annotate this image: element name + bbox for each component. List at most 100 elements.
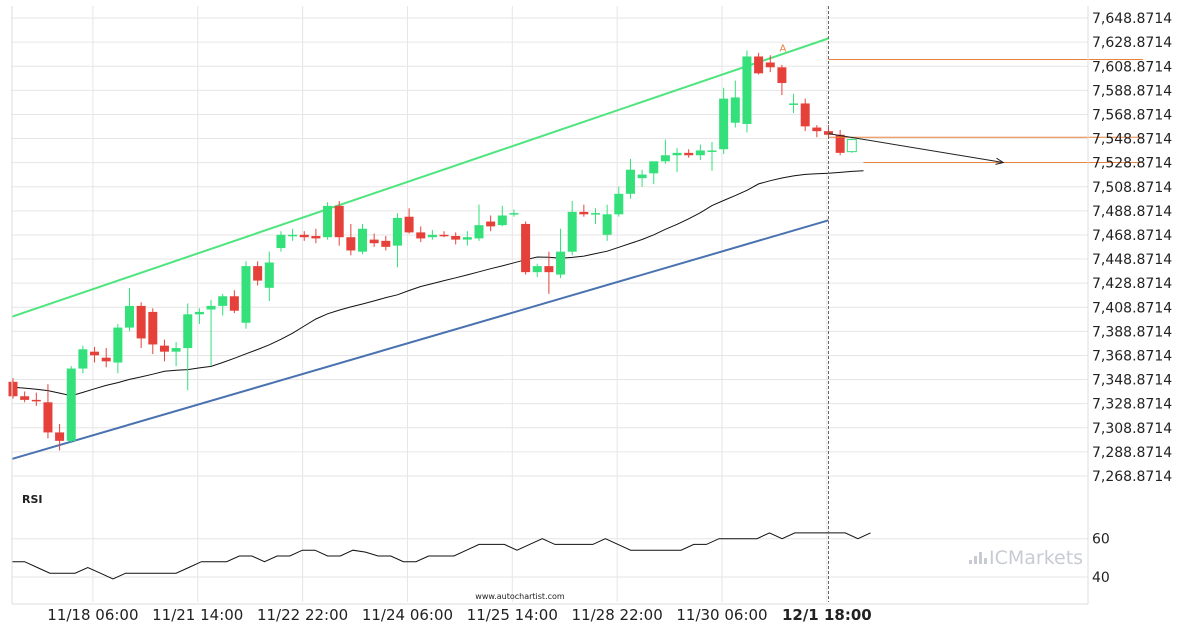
y-tick-label: 7,528.8714 bbox=[1092, 156, 1172, 172]
candle-body bbox=[719, 98, 729, 150]
candle-body bbox=[637, 174, 647, 179]
y-tick-label: 7,508.8714 bbox=[1092, 180, 1172, 196]
y-tick-label: 7,268.8714 bbox=[1092, 469, 1172, 485]
forecast-arrow-head bbox=[995, 157, 1005, 165]
candle-body bbox=[684, 152, 694, 156]
candle-body bbox=[730, 97, 740, 123]
candle-body bbox=[358, 228, 367, 252]
candle-body bbox=[218, 296, 228, 306]
y-tick-label: 7,408.8714 bbox=[1092, 300, 1172, 316]
rsi-panel: RSI 60 40 bbox=[12, 493, 1110, 586]
y-tick-label: 7,648.8714 bbox=[1092, 11, 1172, 27]
candle-body bbox=[800, 103, 810, 127]
y-tick-label: 7,308.8714 bbox=[1092, 421, 1172, 437]
candle-body bbox=[159, 345, 169, 352]
candle-body bbox=[229, 296, 239, 311]
candle-body bbox=[474, 225, 484, 239]
axes: 7,648.8714 7,628.8714 7,608.8714 7,588.8714… bbox=[11, 6, 1172, 624]
candle-body bbox=[579, 211, 589, 215]
candle-body bbox=[392, 217, 402, 246]
candle-body bbox=[90, 351, 100, 356]
candle-body bbox=[264, 262, 274, 288]
candle-body bbox=[136, 305, 146, 339]
y-tick-label: 7,628.8714 bbox=[1092, 35, 1172, 51]
candle-body bbox=[695, 150, 705, 156]
candle-body bbox=[789, 103, 799, 105]
candle-body bbox=[439, 234, 449, 237]
rsi-line bbox=[12, 532, 871, 580]
candle-body bbox=[381, 240, 391, 247]
y-tick-label: 7,468.8714 bbox=[1092, 228, 1172, 244]
candle-body bbox=[404, 216, 414, 233]
candle-body bbox=[299, 234, 309, 238]
x-tick-label: 11/30 06:00 bbox=[676, 606, 767, 624]
candle-body bbox=[846, 139, 857, 153]
candle-body bbox=[707, 150, 717, 152]
pattern-point-label: A bbox=[779, 43, 786, 54]
candle-body bbox=[31, 399, 41, 402]
candle-body bbox=[55, 432, 65, 441]
x-tick-label: 11/28 22:00 bbox=[572, 606, 663, 624]
y-tick-label: 7,448.8714 bbox=[1092, 252, 1172, 268]
level-lines: A bbox=[779, 43, 1144, 165]
candle-body bbox=[113, 327, 123, 363]
candle-body bbox=[835, 134, 845, 153]
candle-body bbox=[544, 266, 554, 273]
candle-body bbox=[276, 234, 286, 249]
candle-body bbox=[8, 381, 18, 397]
candle-body bbox=[183, 314, 193, 349]
candle-body bbox=[625, 169, 635, 194]
candle-body bbox=[649, 161, 659, 174]
candle-body bbox=[486, 221, 496, 227]
candle-body bbox=[660, 155, 670, 162]
candle-body bbox=[556, 251, 566, 275]
x-tick-label: 11/25 14:00 bbox=[467, 606, 558, 624]
candle-body bbox=[78, 349, 88, 369]
source-credit: www.autochartist.com bbox=[475, 592, 565, 601]
candle-body bbox=[602, 214, 612, 235]
candle-body bbox=[777, 67, 787, 83]
bar-chart-icon bbox=[969, 552, 987, 564]
rsi-tick-label: 40 bbox=[1092, 570, 1110, 586]
candle-body bbox=[125, 305, 134, 328]
watermark: ICMarkets bbox=[969, 547, 1083, 569]
x-tick-label: 11/22 22:00 bbox=[257, 606, 348, 624]
x-tick-label: 11/18 06:00 bbox=[47, 606, 138, 624]
watermark-brand: ICMarkets bbox=[989, 547, 1083, 569]
y-tick-label: 7,428.8714 bbox=[1092, 276, 1172, 292]
rsi-title: RSI bbox=[22, 493, 43, 506]
candle-body bbox=[241, 266, 251, 323]
y-tick-label: 7,568.8714 bbox=[1092, 107, 1172, 123]
channel-lower-line bbox=[11, 219, 829, 460]
candle-body bbox=[532, 266, 542, 273]
moving-average-line bbox=[12, 170, 864, 397]
candle-body bbox=[567, 211, 577, 252]
moving-average bbox=[12, 170, 864, 397]
candle-body bbox=[369, 239, 379, 244]
candle-body bbox=[171, 348, 181, 352]
y-tick-label: 7,548.8714 bbox=[1092, 132, 1172, 148]
candle-body bbox=[509, 213, 519, 215]
x-tick-label: 11/21 14:00 bbox=[152, 606, 243, 624]
y-tick-label: 7,328.8714 bbox=[1092, 397, 1172, 413]
candle-body bbox=[20, 396, 30, 400]
y-tick-label: 7,388.8714 bbox=[1092, 324, 1172, 340]
candle-body bbox=[591, 213, 600, 215]
candle-body bbox=[427, 234, 437, 238]
candle-body bbox=[334, 205, 344, 238]
candle-body bbox=[253, 266, 263, 281]
y-tick-label: 7,608.8714 bbox=[1092, 59, 1172, 75]
y-tick-label: 7,588.8714 bbox=[1092, 83, 1172, 99]
forecast-arrow-line bbox=[828, 133, 1004, 163]
candle-body bbox=[43, 402, 53, 433]
candle-body bbox=[323, 205, 333, 238]
y-tick-label: 7,348.8714 bbox=[1092, 373, 1172, 389]
y-tick-label: 7,288.8714 bbox=[1092, 445, 1172, 461]
channel-lines bbox=[11, 37, 829, 460]
candle-body bbox=[206, 305, 216, 310]
channel-upper-line bbox=[11, 37, 829, 318]
rsi-tick-label: 60 bbox=[1092, 532, 1110, 548]
candle-body bbox=[66, 368, 76, 441]
